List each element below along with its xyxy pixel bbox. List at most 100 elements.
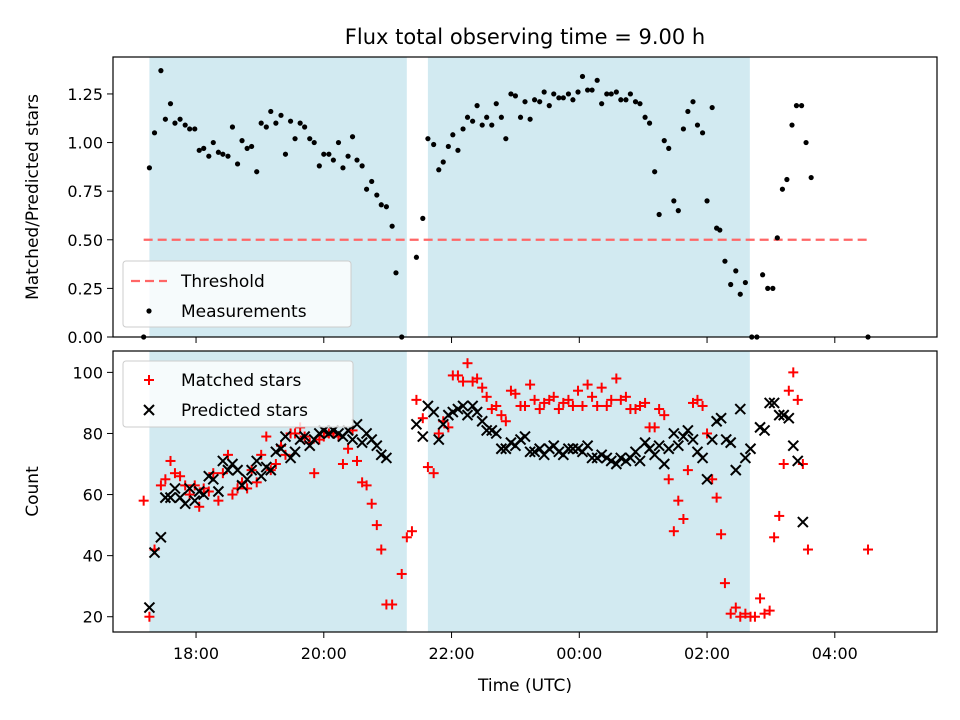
predicted-star-point bbox=[672, 439, 685, 452]
predicted-star-point bbox=[706, 433, 718, 446]
matched-star-point bbox=[682, 465, 693, 476]
matched-star-point bbox=[792, 394, 803, 405]
predicted-star-point bbox=[346, 433, 359, 446]
matched-star-point bbox=[802, 544, 813, 555]
measurement-point bbox=[484, 114, 490, 120]
measurement-point bbox=[162, 116, 168, 122]
measurement-point bbox=[146, 165, 153, 171]
measurement-point bbox=[389, 223, 395, 229]
predicted-star-point bbox=[155, 531, 167, 544]
matched-star-point bbox=[764, 605, 775, 616]
measurement-point bbox=[249, 143, 255, 150]
matched-star-point bbox=[371, 520, 382, 531]
measurement-point bbox=[460, 126, 466, 132]
measurement-point bbox=[798, 103, 805, 109]
measurement-point bbox=[287, 118, 294, 124]
measurement-point bbox=[177, 116, 183, 122]
measurement-point bbox=[589, 87, 595, 93]
measurement-point bbox=[420, 215, 426, 221]
matched-star-point bbox=[352, 455, 363, 466]
predicted-star-point bbox=[797, 516, 809, 528]
measurement-point bbox=[436, 167, 442, 173]
matched-star-point bbox=[406, 526, 417, 537]
predicted-star-point bbox=[143, 601, 156, 614]
matched-star-point bbox=[719, 578, 730, 589]
predicted-star-point bbox=[207, 473, 219, 485]
measurement-point bbox=[803, 139, 809, 146]
matched-star-point bbox=[759, 608, 770, 619]
measurement-point bbox=[349, 134, 356, 140]
matched-star-point bbox=[592, 400, 603, 411]
predicted-star-point bbox=[653, 439, 665, 452]
measurement-point bbox=[699, 130, 706, 136]
predicted-star-point bbox=[768, 397, 780, 409]
measurement-point bbox=[393, 270, 399, 276]
predicted-star-point bbox=[179, 498, 191, 510]
measurement-point bbox=[192, 126, 198, 132]
measurement-point bbox=[215, 149, 221, 155]
matched-star-point bbox=[290, 428, 301, 439]
measurement-point bbox=[537, 99, 543, 105]
predicted-star-point bbox=[212, 485, 225, 498]
matched-star-point bbox=[376, 544, 387, 555]
measurement-point bbox=[151, 130, 158, 136]
predicted-star-point bbox=[629, 446, 642, 458]
measurement-point bbox=[196, 147, 202, 153]
predicted-star-point bbox=[183, 482, 196, 495]
measurement-point bbox=[182, 122, 188, 128]
matched-star-point bbox=[563, 394, 574, 405]
predicted-star-point bbox=[197, 488, 210, 501]
predicted-star-point bbox=[466, 400, 479, 412]
matched-star-point bbox=[702, 428, 713, 439]
predicted-star-point bbox=[265, 464, 277, 476]
matched-star-point bbox=[654, 404, 665, 415]
measurement-point bbox=[675, 208, 681, 214]
measurement-point bbox=[431, 141, 437, 148]
measurement-point bbox=[627, 91, 633, 97]
matched-star-point bbox=[783, 385, 794, 396]
predicted-star-point bbox=[687, 433, 699, 446]
measurement-point bbox=[158, 68, 164, 74]
matched-star-point bbox=[337, 459, 348, 470]
measurement-point bbox=[646, 120, 653, 126]
predicted-star-point bbox=[773, 409, 785, 421]
y-tick-label: 20 bbox=[83, 608, 103, 627]
x-axis-ticks bbox=[195, 337, 836, 343]
predicted-star-point bbox=[724, 436, 737, 449]
measurement-point bbox=[292, 136, 298, 142]
legend: Matched stars Predicted stars bbox=[122, 360, 354, 428]
matched-star-point bbox=[567, 400, 578, 411]
predicted-star-point bbox=[169, 482, 181, 495]
matched-star-point bbox=[500, 416, 511, 427]
measurement-point bbox=[637, 101, 643, 107]
measurement-point bbox=[187, 126, 193, 132]
matched-star-point bbox=[144, 611, 155, 622]
predicted-star-point bbox=[595, 449, 608, 461]
matched-star-point bbox=[261, 431, 272, 442]
matched-star-point bbox=[620, 391, 631, 402]
predicted-star-point bbox=[586, 452, 598, 464]
measurement-point bbox=[354, 157, 360, 163]
y-tick-label: 0.50 bbox=[67, 231, 103, 250]
matched-star-point bbox=[227, 489, 238, 500]
measurement-point bbox=[302, 124, 308, 130]
matched-star-point bbox=[735, 611, 746, 622]
matched-star-point bbox=[548, 391, 559, 402]
matched-star-point bbox=[615, 394, 626, 405]
measurement-point bbox=[594, 77, 600, 83]
matched-star-point bbox=[510, 388, 521, 399]
measurement-point bbox=[737, 291, 743, 297]
matched-star-point bbox=[401, 532, 412, 543]
predicted-star-point bbox=[567, 443, 579, 455]
measurement-point bbox=[541, 89, 547, 95]
matched-star-point bbox=[213, 495, 224, 506]
measurement-point bbox=[268, 108, 274, 115]
measurement-point bbox=[474, 103, 480, 109]
predicted-star-point bbox=[701, 473, 713, 485]
measurement-point bbox=[307, 136, 313, 142]
measurement-point bbox=[779, 186, 786, 192]
predicted-star-point bbox=[275, 443, 287, 455]
measurement-point bbox=[560, 95, 566, 101]
measurement-point bbox=[671, 198, 677, 204]
measurement-point bbox=[425, 136, 431, 142]
